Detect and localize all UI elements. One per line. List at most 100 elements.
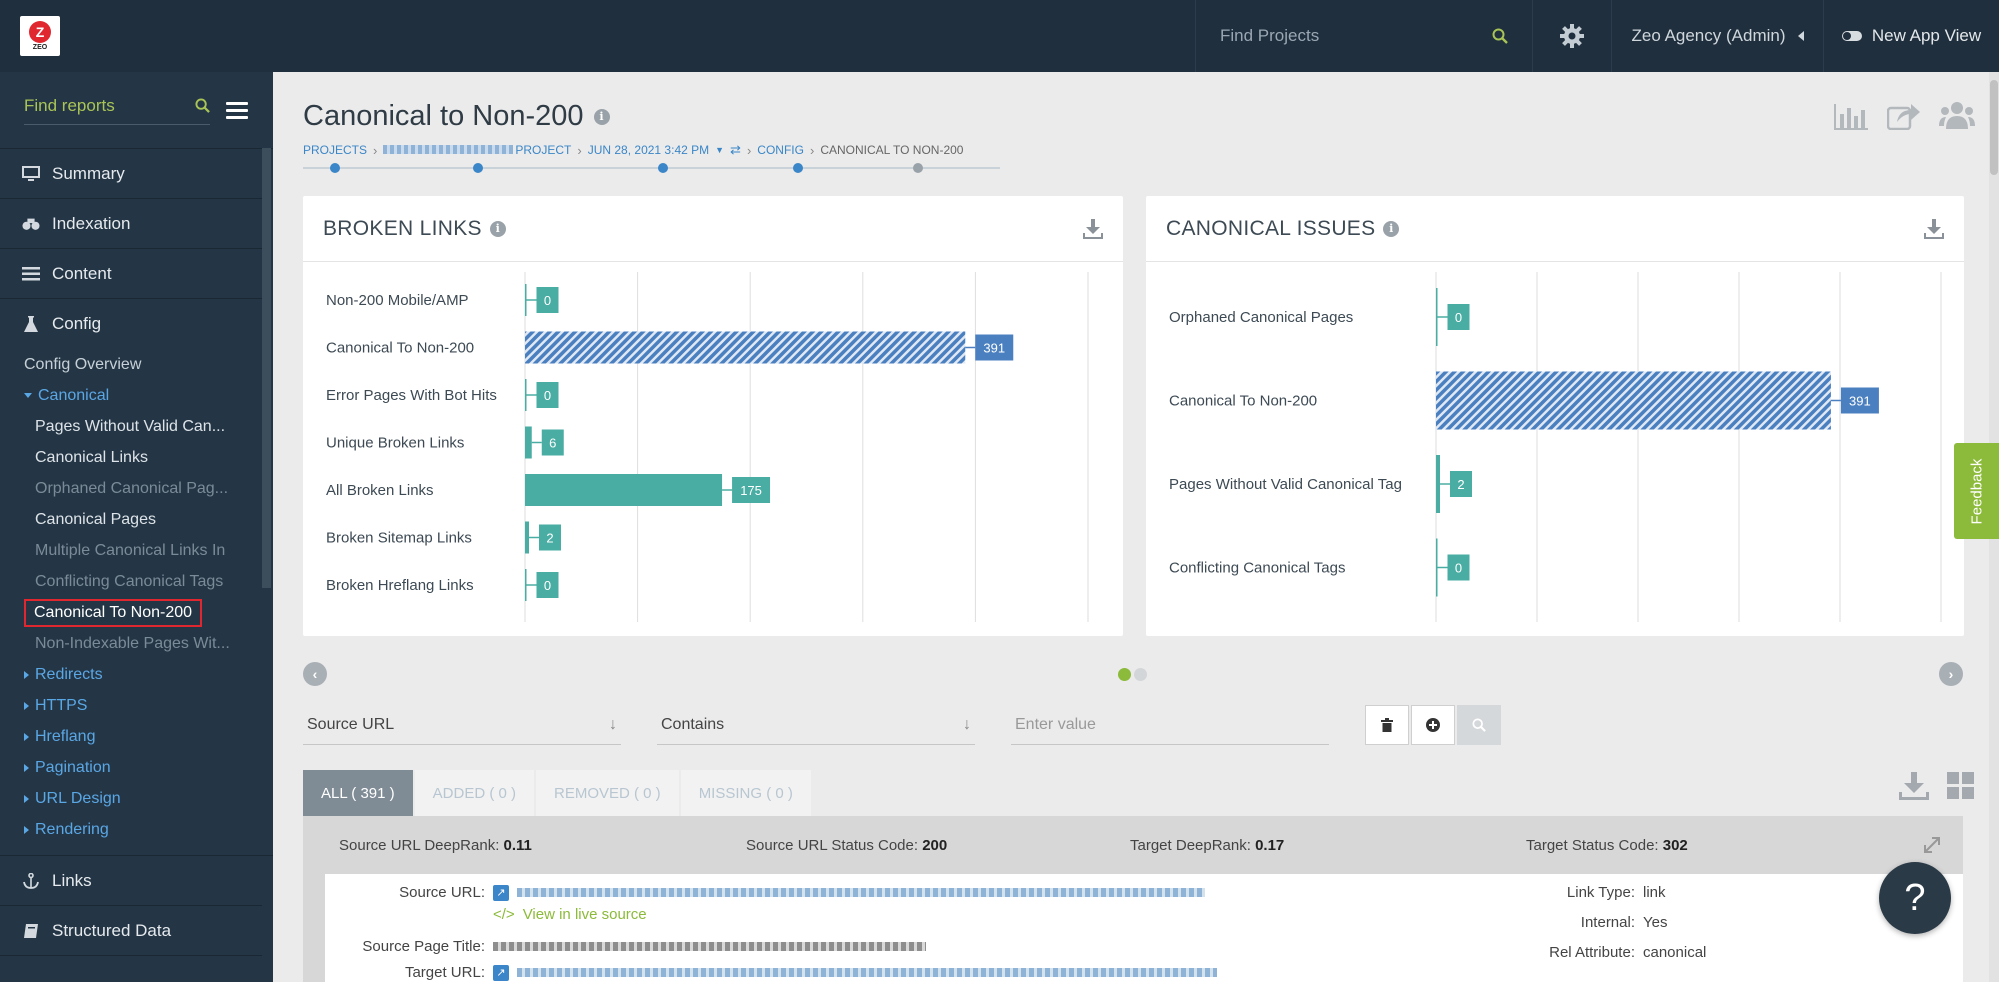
bar[interactable] — [525, 426, 532, 459]
new-app-view-toggle[interactable]: New App View — [1823, 0, 1999, 72]
feedback-tab[interactable]: Feedback — [1954, 443, 1999, 539]
bar-category-label: Broken Hreflang Links — [326, 577, 474, 594]
sidebar-report-non-indexable-pages[interactable]: Non-Indexable Pages Wit... — [35, 634, 230, 652]
find-projects-input[interactable]: Find Projects — [1220, 26, 1320, 45]
result-tabs: ALL ( 391 ) ADDED ( 0 ) REMOVED ( 0 ) MI… — [303, 770, 811, 816]
source-title-value — [493, 942, 926, 951]
sidebar-config-overview[interactable]: Config Overview — [24, 355, 142, 373]
pager-dot-1[interactable] — [1118, 668, 1131, 681]
arrow-down-icon: ↓ — [963, 715, 971, 733]
bar[interactable] — [1436, 288, 1438, 346]
sidebar-group-https[interactable]: HTTPS — [0, 690, 262, 721]
pager-dot-2[interactable] — [1134, 668, 1147, 681]
find-reports-input[interactable]: Find reports — [24, 95, 115, 115]
sidebar-item-structured-data[interactable]: Structured Data — [0, 906, 262, 956]
pager-dots — [1118, 668, 1147, 681]
sidebar-group-redirects[interactable]: Redirects — [0, 659, 262, 690]
sidebar-item-indexation[interactable]: Indexation — [0, 199, 262, 249]
download-icon[interactable] — [1899, 772, 1929, 800]
find-reports-field[interactable]: Find reports — [24, 96, 210, 125]
sidebar-report-pages-without-valid-canonical[interactable]: Pages Without Valid Can... — [35, 417, 226, 435]
view-live-source-link[interactable]: View in live source — [522, 906, 647, 923]
bar[interactable] — [1436, 371, 1831, 430]
search-icon[interactable] — [1492, 28, 1508, 44]
sidebar-group-canonical[interactable]: Canonical — [0, 380, 262, 411]
filter-value-input[interactable] — [1011, 705, 1329, 745]
bar-value-badge — [541, 429, 564, 456]
tab-added[interactable]: ADDED ( 0 ) — [414, 770, 534, 816]
bar[interactable] — [525, 284, 527, 316]
logo-area: Z ZEO — [0, 0, 273, 72]
tab-removed[interactable]: REMOVED ( 0 ) — [536, 770, 679, 816]
bar[interactable] — [525, 474, 723, 506]
download-icon[interactable] — [1924, 218, 1944, 239]
bar-value-label: 391 — [1849, 394, 1871, 409]
expand-icon[interactable] — [1923, 836, 1941, 854]
zeo-logo[interactable]: Z ZEO — [20, 16, 60, 56]
external-link-icon[interactable]: ↗ — [493, 884, 509, 901]
sidebar-report-multiple-canonical-links[interactable]: Multiple Canonical Links In — [35, 541, 226, 559]
breadcrumb-projects[interactable]: PROJECTS — [303, 143, 368, 157]
sidebar-group-rendering[interactable]: Rendering — [0, 814, 262, 845]
info-icon[interactable]: i — [1383, 220, 1400, 237]
add-filter-button[interactable] — [1411, 705, 1455, 745]
tab-all[interactable]: ALL ( 391 ) — [303, 770, 413, 816]
download-icon[interactable] — [1083, 218, 1103, 239]
tab-missing[interactable]: MISSING ( 0 ) — [680, 770, 811, 816]
settings-button[interactable] — [1532, 0, 1611, 72]
hamburger-menu-icon[interactable] — [226, 101, 248, 119]
source-url-value[interactable] — [517, 888, 1205, 897]
blurred-project-name — [383, 145, 514, 154]
sidebar-item-links[interactable]: Links — [0, 856, 262, 906]
sidebar-item-content[interactable]: Content — [0, 249, 262, 299]
sidebar-scrollbar[interactable] — [262, 148, 271, 588]
caret-down-icon[interactable]: ▼ — [715, 145, 725, 155]
bar-category-label: Unique Broken Links — [326, 435, 464, 452]
share-icon[interactable] — [1887, 100, 1921, 130]
users-icon[interactable] — [1939, 100, 1975, 130]
bar-value-badge — [1450, 471, 1472, 497]
apply-search-button[interactable] — [1457, 705, 1501, 745]
info-icon[interactable]: i — [489, 220, 506, 237]
grid-view-icon[interactable] — [1947, 772, 1975, 800]
caret-right-icon — [24, 670, 29, 679]
bar[interactable] — [1436, 538, 1438, 597]
sidebar-item-config[interactable]: Config — [0, 299, 262, 349]
target-status-code: Target Status Code: 302 — [1526, 836, 1688, 854]
sidebar-report-orphaned-canonical-pages[interactable]: Orphaned Canonical Pag... — [35, 479, 229, 497]
breadcrumb-date[interactable]: JUN 28, 2021 3:42 PM — [587, 143, 710, 157]
chevron-right-icon[interactable]: › — [1939, 662, 1963, 686]
bar[interactable] — [525, 379, 527, 411]
breadcrumb-project[interactable]: PROJECT — [383, 143, 571, 157]
external-link-icon[interactable]: ↗ — [493, 964, 509, 981]
sidebar-group-hreflang[interactable]: Hreflang — [0, 721, 262, 752]
broken-links-header: BROKEN LINKS i — [303, 196, 1123, 262]
list-icon — [22, 266, 40, 281]
bar[interactable] — [525, 521, 529, 554]
compare-arrows-icon[interactable]: ⇄ — [730, 142, 741, 157]
source-title-label: Source Page Title: — [362, 938, 485, 955]
sidebar-report-canonical-links[interactable]: Canonical Links — [35, 448, 148, 466]
filter-operator-select[interactable]: Contains ↓ — [657, 705, 975, 745]
agency-menu[interactable]: Zeo Agency (Admin) — [1611, 0, 1823, 72]
sidebar-group-pagination[interactable]: Pagination — [0, 752, 262, 783]
sidebar-group-url-design[interactable]: URL Design — [0, 783, 262, 814]
sidebar-report-canonical-pages[interactable]: Canonical Pages — [35, 510, 156, 528]
bar[interactable] — [1436, 455, 1440, 513]
bar[interactable] — [525, 331, 966, 364]
sidebar-report-canonical-to-non-200[interactable]: Canonical To Non-200 — [0, 597, 262, 628]
find-projects-search[interactable]: Find Projects — [1195, 0, 1532, 72]
filter-field-select[interactable]: Source URL ↓ — [303, 705, 621, 745]
bar[interactable] — [525, 569, 527, 601]
help-button[interactable]: ? — [1879, 862, 1951, 934]
sidebar-report-conflicting-canonical-tags[interactable]: Conflicting Canonical Tags — [35, 572, 224, 590]
bar-category-label: Canonical To Non-200 — [326, 340, 474, 357]
chevron-left-icon[interactable]: ‹ — [303, 662, 327, 686]
target-url-value[interactable] — [517, 968, 1217, 977]
breadcrumb-config[interactable]: CONFIG — [757, 143, 804, 157]
search-icon[interactable] — [195, 98, 210, 113]
sidebar-item-summary[interactable]: Summary — [0, 149, 262, 199]
bar-chart-icon[interactable] — [1833, 100, 1869, 130]
delete-filter-button[interactable] — [1365, 705, 1409, 745]
info-icon[interactable]: i — [593, 108, 610, 125]
